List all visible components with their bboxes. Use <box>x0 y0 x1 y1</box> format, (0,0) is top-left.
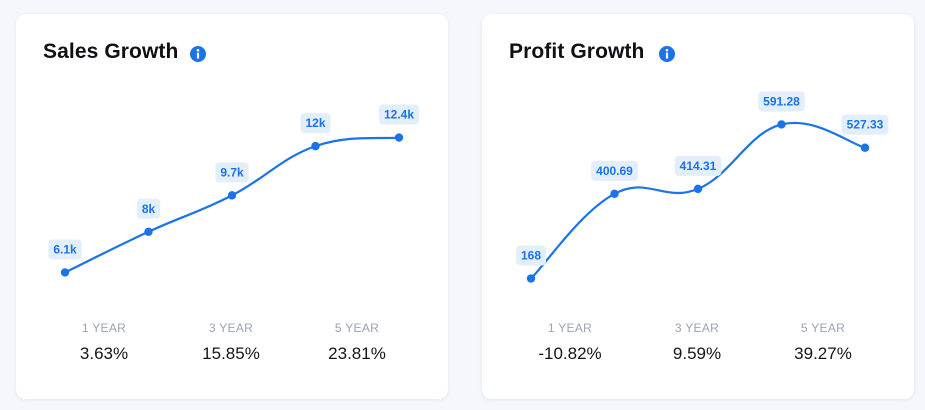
period-label: 1 YEAR <box>81 321 127 335</box>
data-point[interactable] <box>610 189 619 199</box>
period-labels: 1 YEAR 3 YEAR 5 YEAR <box>482 321 914 337</box>
data-label-text: 12.4k <box>384 108 414 122</box>
profit-growth-chart: 168 400.69 414.31 591.28 527.33 <box>515 91 889 283</box>
growth-value: 9.59% <box>672 344 722 363</box>
data-label: 414.31 <box>674 155 722 176</box>
data-label: 12k <box>300 113 331 134</box>
data-point[interactable] <box>60 268 70 277</box>
data-label-bg <box>515 245 547 266</box>
period-label: 5 YEAR <box>334 321 380 335</box>
data-label: 12.4k <box>378 104 420 125</box>
period-label: 1 YEAR <box>547 321 593 335</box>
data-label-text: 6.1k <box>53 242 77 256</box>
data-label: 9.7k <box>215 162 249 183</box>
data-point[interactable] <box>311 141 320 151</box>
data-point[interactable] <box>860 143 870 152</box>
data-label: 8k <box>136 198 161 219</box>
data-label-bg <box>136 198 161 219</box>
data-point[interactable] <box>777 120 786 129</box>
sales-growth-card: Sales Growth 6.1k 8k 9.7k 12k 12.4k 1 YEAR 3… <box>16 14 448 399</box>
data-label-text: 414.31 <box>680 159 717 173</box>
series-line <box>64 136 400 274</box>
data-label-bg <box>48 239 82 260</box>
growth-value: 39.27% <box>794 344 852 363</box>
growth-value: 23.81% <box>328 344 386 363</box>
data-label: 6.1k <box>48 239 82 260</box>
period-values: 3.63% 15.85% 23.81% <box>16 344 448 368</box>
data-label-bg <box>215 162 249 183</box>
growth-value: 15.85% <box>202 344 260 363</box>
data-label-text: 9.7k <box>220 165 244 179</box>
data-label-bg <box>591 160 638 181</box>
data-label: 400.69 <box>591 160 638 181</box>
card-title: Profit Growth <box>509 40 645 63</box>
profit-growth-card: Profit Growth 168 400.69 414.31 591.28 527.3… <box>482 14 914 399</box>
data-label-text: 168 <box>521 249 541 263</box>
data-label-text: 400.69 <box>596 164 633 178</box>
info-icon[interactable] <box>658 45 676 63</box>
sales-growth-chart: 6.1k 8k 9.7k 12k 12.4k <box>48 104 420 277</box>
data-point[interactable] <box>227 191 237 200</box>
series-line <box>530 121 866 280</box>
data-label-text: 527.33 <box>847 118 884 132</box>
data-label-text: 8k <box>142 202 156 216</box>
data-label-bg <box>674 155 722 176</box>
period-labels: 1 YEAR 3 YEAR 5 YEAR <box>16 321 448 337</box>
info-icon[interactable] <box>189 45 207 63</box>
data-label-text: 12k <box>305 116 325 130</box>
data-point[interactable] <box>144 227 153 236</box>
data-label: 168 <box>515 245 547 266</box>
card-title: Sales Growth <box>43 40 179 63</box>
data-label-bg <box>841 114 889 135</box>
period-label: 3 YEAR <box>208 321 254 335</box>
data-label-bg <box>300 113 331 134</box>
data-label: 527.33 <box>841 114 889 135</box>
data-point[interactable] <box>526 274 536 283</box>
data-label-bg <box>758 91 805 112</box>
growth-value: -10.82% <box>538 344 602 363</box>
growth-value: 3.63% <box>79 344 129 363</box>
period-values: -10.82% 9.59% 39.27% <box>482 344 914 368</box>
data-label: 591.28 <box>758 91 805 112</box>
period-label: 3 YEAR <box>674 321 720 335</box>
data-label-text: 591.28 <box>763 94 800 108</box>
data-point[interactable] <box>693 184 703 194</box>
data-label-bg <box>378 104 420 125</box>
data-point[interactable] <box>394 133 404 142</box>
period-label: 5 YEAR <box>800 321 846 335</box>
